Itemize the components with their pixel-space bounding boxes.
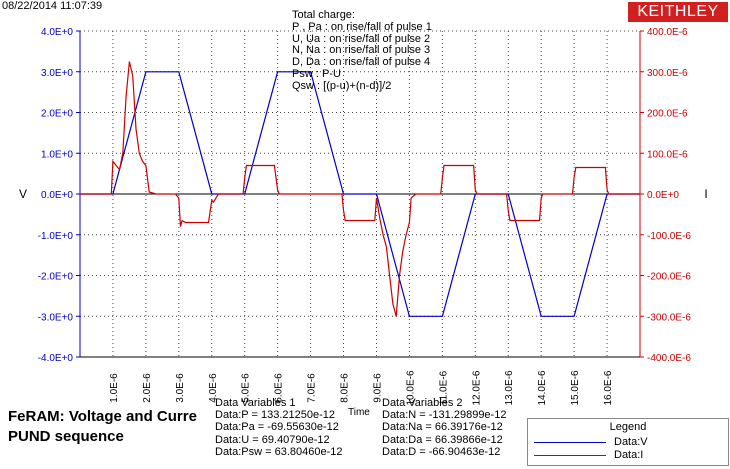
legend-label: Data:I (614, 449, 644, 461)
series-line-voltage (80, 71, 640, 317)
series-line-current (80, 61, 640, 317)
legend-title: Legend (609, 421, 647, 433)
data-variable: Data:U = 69.40790e-12 (215, 433, 330, 446)
legend-swatch (534, 455, 606, 456)
data-variable: Data:Psw = 63.80460e-12 (215, 445, 343, 458)
x-tick-label: 1.0E-6 (109, 373, 120, 403)
legend-item-voltage: Data:V (534, 436, 724, 448)
data-variable: Data:Na = 66.39176e-12 (382, 421, 503, 434)
x-tick-label: 8.0E-6 (340, 373, 351, 403)
y2-tick-label: -100.0E-6 (647, 231, 691, 242)
x-tick-label: 14.0E-6 (537, 370, 548, 405)
y2-tick-label: 200.0E-6 (647, 109, 688, 120)
x-tick-label: 5.0E-6 (241, 373, 252, 403)
legend-swatch (534, 442, 606, 443)
data-variable: Data:D = -66.90463e-12 (382, 445, 501, 458)
x-tick-label: 12.0E-6 (471, 370, 482, 405)
timestamp: 08/22/2014 11:07:39 (2, 0, 103, 12)
x-tick-label: 7.0E-6 (307, 373, 318, 403)
annotation-line: Qsw : [(p-u)+(n-d)]/2 (292, 79, 392, 92)
data-variables-1: Data Variables 1 Data:P = 133.21250e-12 … (215, 397, 343, 458)
y-tick-label: -1.0E+0 (38, 231, 74, 242)
y2-tick-label: -200.0E-6 (647, 272, 691, 283)
y-tick-label: -2.0E+0 (38, 272, 74, 283)
data-variables-title: Data Variables 1 (215, 397, 296, 409)
tick-labels: 1.0E-6 2.0E-6 3.0E-6 4.0E-6 5.0E-6 6.0E-6 7.0E… (38, 27, 692, 406)
annotation-line: Psw : P-U (292, 67, 341, 80)
brand-logo: KEITHLEY (628, 2, 728, 22)
annotation-line: P , Pa : on rise/fall of pulse 1 (292, 20, 432, 33)
annotation-line: D, Da : on rise/fall of pulse 4 (292, 56, 431, 69)
annotation-line: U, Ua : on rise/fall of pulse 2 (292, 32, 431, 45)
x-tick-label: 16.0E-6 (603, 370, 614, 405)
data-variable: Data:P = 133.21250e-12 (215, 409, 335, 422)
chart-subtitle-2: PUND sequence (8, 428, 124, 445)
x-tick-label: 9.0E-6 (372, 373, 383, 403)
x-tick-label: 6.0E-6 (274, 373, 285, 403)
legend-item-current: Data:I (534, 449, 724, 461)
y2-tick-label: 300.0E-6 (647, 68, 688, 79)
x-tick-label: 10.0E-6 (405, 370, 416, 405)
y-tick-label: 4.0E+0 (41, 27, 73, 38)
legend: Legend Data:V Data:I (527, 418, 729, 466)
data-variable: Data:Da = 66.39866e-12 (382, 433, 503, 446)
annotation-line: Total charge: (292, 9, 355, 21)
data-variable: Data:Pa = -69.55630e-12 (215, 421, 339, 434)
y-tick-label: 2.0E+0 (41, 109, 73, 120)
x-tick-label: 2.0E-6 (142, 373, 153, 403)
series-lines (80, 61, 640, 317)
annotation-line: N, Na : on rise/fall of pulse 3 (292, 44, 431, 57)
y-axis-label: V (19, 187, 27, 201)
chart-subtitle: FeRAM: Voltage and Curre (8, 408, 197, 425)
data-variables-title: Data Variables 2 (382, 397, 463, 409)
y2-tick-label: 400.0E-6 (647, 27, 688, 38)
x-tick-label: 3.0E-6 (175, 373, 186, 403)
y2-tick-label: -400.0E-6 (647, 353, 691, 364)
y2-tick-label: 100.0E-6 (647, 149, 688, 160)
y-tick-label: 0.0E+0 (41, 190, 73, 201)
data-variable: Data:N = -131.29899e-12 (382, 409, 507, 422)
y2-tick-label: 0.0E+0 (647, 190, 679, 201)
y-tick-label: -4.0E+0 (38, 353, 74, 364)
x-tick-label: 4.0E-6 (208, 373, 219, 403)
data-variables-2: Data Variables 2 Data:N = -131.29899e-12… (382, 397, 506, 458)
x-tick-label: 11.0E-6 (438, 370, 449, 405)
legend-label: Data:V (614, 436, 648, 448)
x-tick-label: 13.0E-6 (504, 370, 515, 405)
y-tick-label: 3.0E+0 (41, 68, 73, 79)
charge-annotation: Total charge: P , Pa : on rise/fall of p… (292, 9, 432, 93)
y-tick-label: -3.0E+0 (38, 312, 74, 323)
y-tick-label: 1.0E+0 (41, 149, 73, 160)
y2-axis-label: I (704, 187, 707, 201)
y2-tick-label: -300.0E-6 (647, 312, 691, 323)
x-tick-label: 15.0E-6 (570, 370, 581, 405)
x-axis-label: Time (348, 407, 370, 418)
